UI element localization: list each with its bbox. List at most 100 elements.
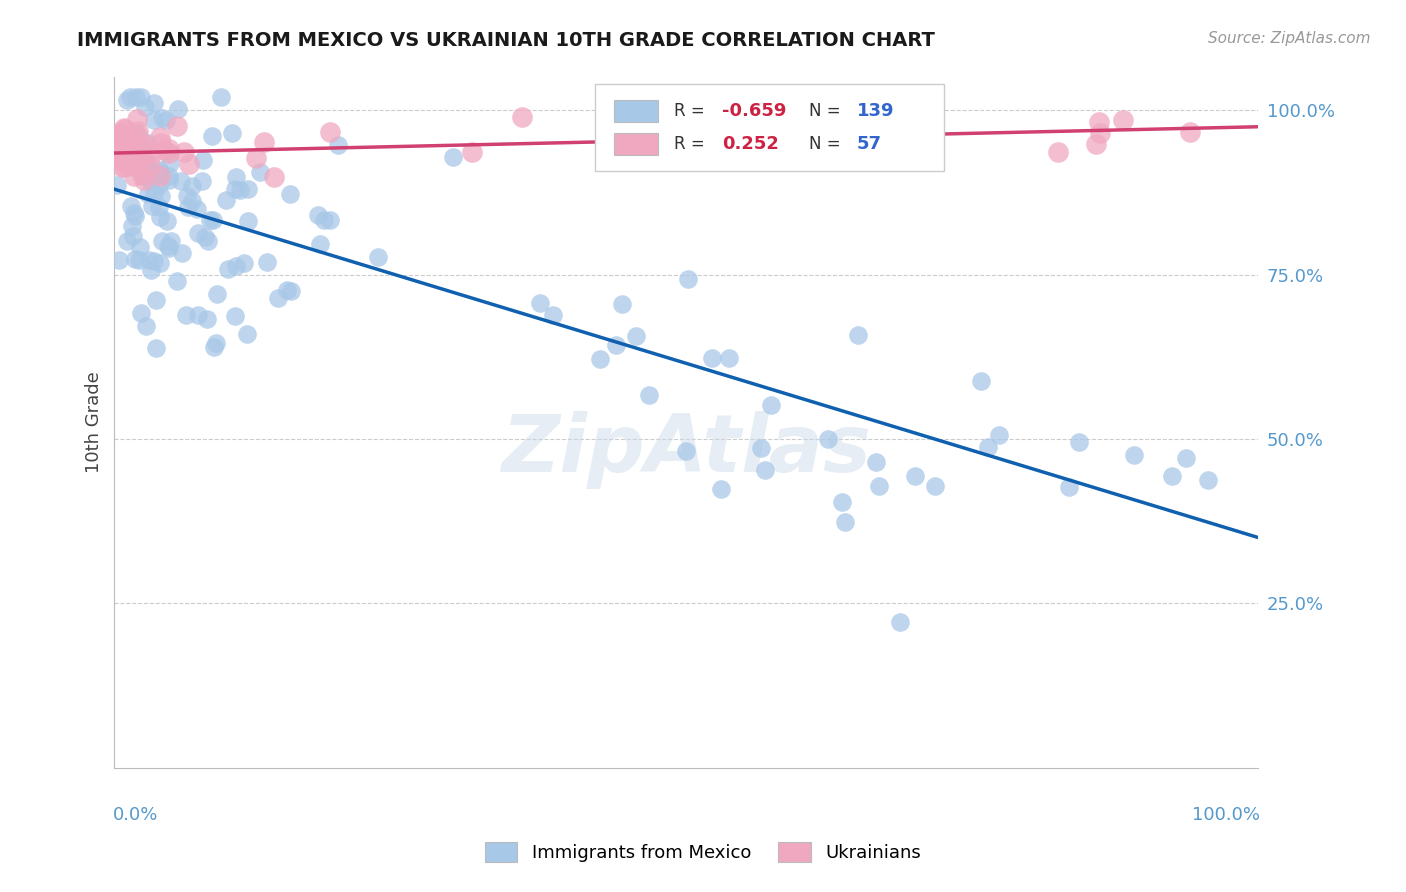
Point xyxy=(105,143,128,157)
Point xyxy=(195,312,218,326)
Point xyxy=(112,121,135,136)
Point xyxy=(142,96,165,111)
Point xyxy=(215,193,238,207)
Point xyxy=(224,309,246,323)
Point xyxy=(117,153,139,167)
Point xyxy=(1175,451,1198,466)
Point xyxy=(224,182,246,196)
Point xyxy=(122,228,145,243)
Point xyxy=(124,209,146,223)
Point xyxy=(817,433,839,447)
Point xyxy=(134,154,156,169)
Text: 139: 139 xyxy=(856,102,894,120)
Point xyxy=(153,144,176,158)
Point xyxy=(166,119,188,133)
Point xyxy=(127,129,149,144)
Point xyxy=(267,291,290,305)
Point xyxy=(131,140,153,154)
Point xyxy=(730,130,752,145)
Point xyxy=(1084,137,1107,152)
Point xyxy=(125,112,148,126)
Text: -0.659: -0.659 xyxy=(721,102,786,120)
Point xyxy=(157,169,180,183)
Point xyxy=(134,100,156,114)
Text: 0.0%: 0.0% xyxy=(114,805,159,823)
Point xyxy=(120,199,142,213)
Point xyxy=(135,319,157,334)
Point xyxy=(187,227,209,241)
Point xyxy=(529,296,551,310)
Point xyxy=(718,351,741,365)
Point xyxy=(122,205,145,219)
Point xyxy=(125,90,148,104)
Point xyxy=(134,169,156,183)
Point xyxy=(145,293,167,308)
Point xyxy=(108,145,131,160)
Point xyxy=(307,208,329,222)
Point xyxy=(105,153,128,168)
Point xyxy=(605,338,627,352)
Point xyxy=(236,214,259,228)
Point xyxy=(710,482,733,496)
Point xyxy=(1197,474,1219,488)
Point xyxy=(141,199,163,213)
Point xyxy=(159,234,181,248)
Point xyxy=(157,146,180,161)
Legend: Immigrants from Mexico, Ukrainians: Immigrants from Mexico, Ukrainians xyxy=(478,834,928,870)
Point xyxy=(610,297,633,311)
Point xyxy=(114,121,136,136)
Point xyxy=(117,159,139,173)
Point xyxy=(122,145,145,160)
Point xyxy=(110,131,132,145)
Point xyxy=(105,178,128,192)
Point xyxy=(159,155,181,169)
Point xyxy=(120,150,142,164)
Point xyxy=(127,126,149,140)
Point xyxy=(152,234,174,248)
Point xyxy=(138,187,160,202)
Point xyxy=(138,252,160,267)
Point xyxy=(676,271,699,285)
Point xyxy=(128,253,150,268)
Point xyxy=(108,253,131,268)
FancyBboxPatch shape xyxy=(595,85,943,170)
Point xyxy=(205,336,228,351)
Point xyxy=(278,186,301,201)
Point xyxy=(201,128,224,143)
Point xyxy=(181,179,204,194)
Point xyxy=(834,516,856,530)
Point xyxy=(205,286,228,301)
Point xyxy=(177,200,200,214)
Text: R =: R = xyxy=(673,135,710,153)
Point xyxy=(868,479,890,493)
Point xyxy=(143,113,166,128)
Point xyxy=(108,135,131,149)
Point xyxy=(129,240,152,254)
Point xyxy=(198,213,221,227)
Point xyxy=(675,444,697,458)
Point xyxy=(139,158,162,172)
Point xyxy=(217,261,239,276)
Point xyxy=(136,163,159,178)
Point xyxy=(225,169,247,184)
Point xyxy=(280,284,302,298)
Point xyxy=(149,169,172,184)
Point xyxy=(145,342,167,356)
Point xyxy=(149,130,172,145)
Point xyxy=(318,125,340,139)
Point xyxy=(170,245,193,260)
Point xyxy=(759,398,782,412)
Point xyxy=(117,143,139,157)
Point xyxy=(148,178,170,192)
Point xyxy=(461,145,484,159)
Point xyxy=(889,615,911,630)
Point xyxy=(314,213,336,227)
Point xyxy=(256,255,278,269)
Point xyxy=(970,375,993,389)
Point xyxy=(233,255,256,269)
Point xyxy=(131,153,153,168)
Point xyxy=(157,172,180,186)
Point xyxy=(328,138,350,153)
Point xyxy=(142,145,165,160)
Point xyxy=(128,163,150,178)
